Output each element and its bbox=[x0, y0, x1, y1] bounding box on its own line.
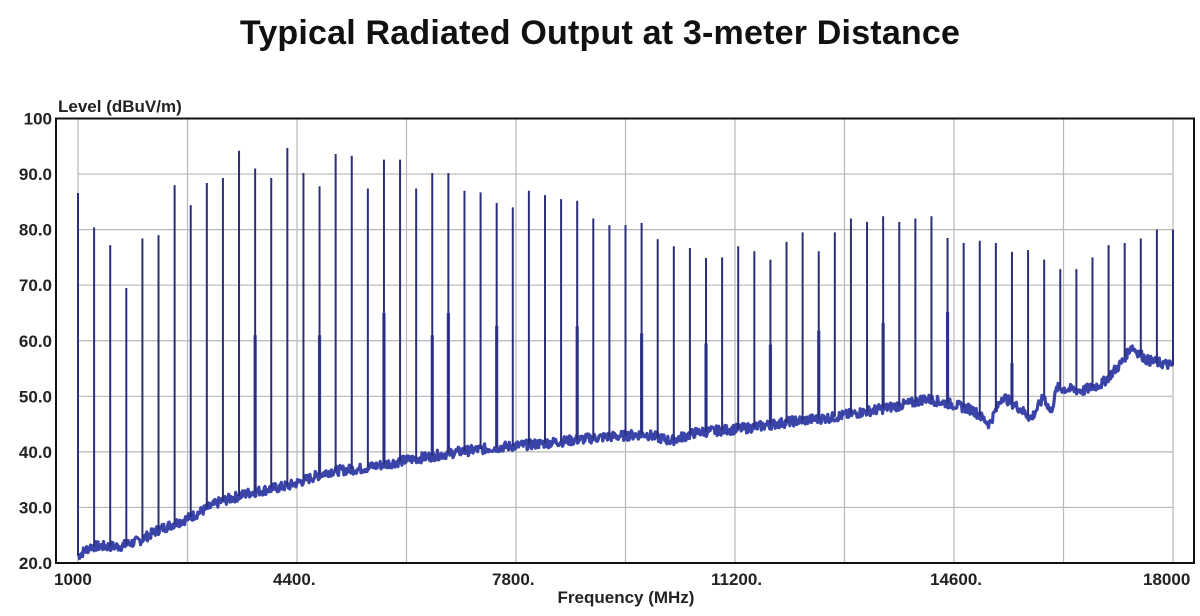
y-tick-label: 90.0 bbox=[19, 165, 52, 184]
x-tick-label: 11200. bbox=[711, 570, 762, 589]
chart-title: Typical Radiated Output at 3-meter Dista… bbox=[239, 14, 961, 52]
y-axis-label: Level (dBuV/m) bbox=[58, 97, 182, 116]
y-axis-ticks: 100 90.0 80.0 70.0 60.0 50.0 40.0 30.0 20.0 bbox=[19, 110, 52, 574]
y-tick-label: 30.0 bbox=[19, 498, 52, 517]
y-tick-label: 100 bbox=[24, 110, 52, 129]
peaks-series bbox=[77, 147, 1174, 556]
x-tick-label: 14600. bbox=[930, 570, 982, 589]
x-tick-label: 7800. bbox=[492, 570, 535, 589]
plot-frame bbox=[55, 117, 1195, 564]
x-axis-ticks: 1000 4400. 7800. 11200. 14600. 18000 bbox=[54, 570, 1190, 589]
x-tick-label: 4400. bbox=[273, 570, 316, 589]
y-tick-label: 70.0 bbox=[19, 276, 52, 295]
y-tick-label: 40.0 bbox=[19, 443, 52, 462]
y-tick-label: 20.0 bbox=[19, 554, 52, 573]
y-tick-label: 60.0 bbox=[19, 332, 52, 351]
x-tick-label: 18000 bbox=[1143, 570, 1190, 589]
x-axis-label: Frequency (MHz) bbox=[558, 588, 695, 607]
y-tick-label: 50.0 bbox=[19, 387, 52, 406]
y-tick-label: 80.0 bbox=[19, 221, 52, 240]
x-tick-label: 1000 bbox=[54, 570, 92, 589]
